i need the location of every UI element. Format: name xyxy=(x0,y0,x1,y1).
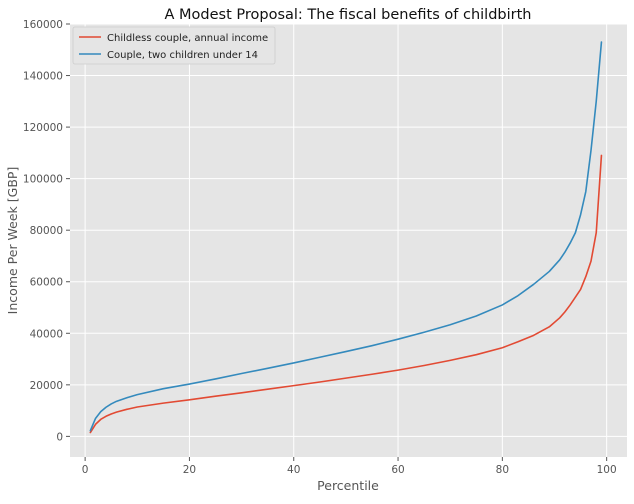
x-axis-ticks: 0 20 40 60 80 100 xyxy=(82,457,617,476)
series-line-childless xyxy=(89,154,603,434)
legend-box xyxy=(72,26,276,65)
legend-label-childless: Childless couple, annual income xyxy=(107,33,268,44)
series-line-two-children xyxy=(89,41,603,432)
x-tick-label: 100 xyxy=(597,464,617,476)
y-tick-label: 160000 xyxy=(23,19,63,31)
y-axis-ticks: 0 20000 40000 60000 80000 100000 120000 140000 1… xyxy=(23,19,70,443)
y-tick-label: 60000 xyxy=(30,277,63,289)
x-tick-label: 40 xyxy=(287,464,300,476)
x-tick-label: 0 xyxy=(82,464,89,476)
x-axis-label: Percentile xyxy=(317,478,379,493)
y-tick-label: 40000 xyxy=(30,328,63,340)
series-lines xyxy=(89,41,603,434)
x-tick-label: 80 xyxy=(496,464,509,476)
y-tick-label: 0 xyxy=(56,431,63,443)
legend: Childless couple, annual income Couple, … xyxy=(72,26,276,65)
y-tick-label: 80000 xyxy=(30,225,63,237)
x-tick-label: 60 xyxy=(391,464,404,476)
chart-title: A Modest Proposal: The fiscal benefits o… xyxy=(165,7,532,23)
y-tick-label: 120000 xyxy=(23,122,63,134)
grid-lines xyxy=(70,23,627,457)
y-tick-label: 140000 xyxy=(23,71,63,83)
y-tick-label: 100000 xyxy=(23,174,63,186)
legend-label-two-children: Couple, two children under 14 xyxy=(107,50,258,61)
x-tick-label: 20 xyxy=(183,464,196,476)
y-axis-label: Income Per Week [GBP] xyxy=(5,167,20,315)
y-tick-label: 20000 xyxy=(30,380,63,392)
plot-area xyxy=(70,24,627,457)
